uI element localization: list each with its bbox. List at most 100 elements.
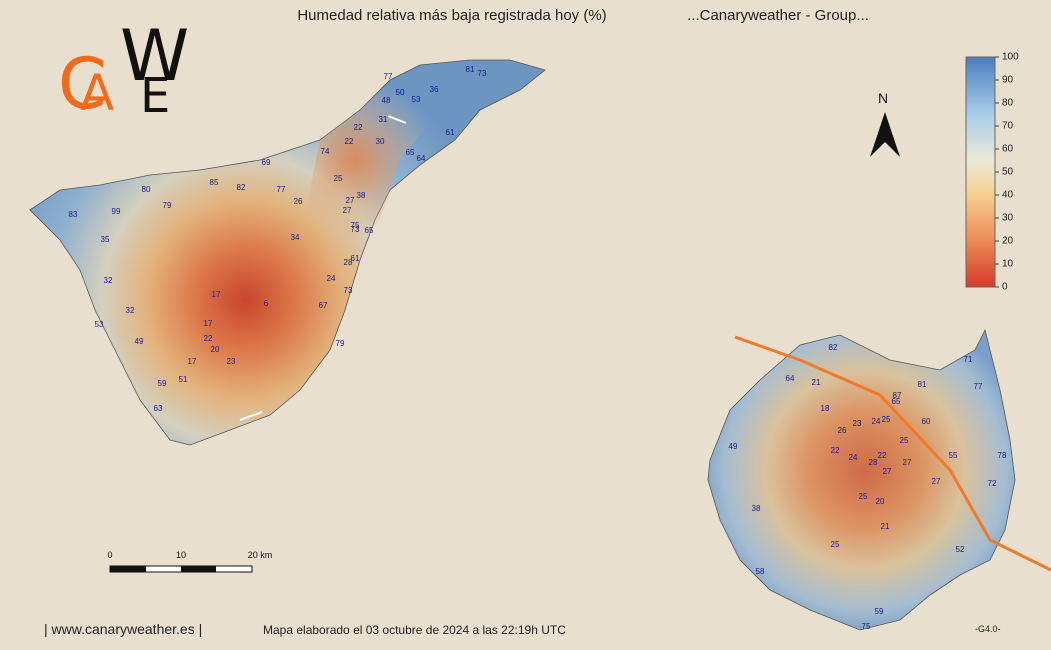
station-value: 38 <box>752 504 761 513</box>
station-value: 77 <box>974 382 983 391</box>
station-value: 24 <box>849 453 858 462</box>
station-value: 58 <box>756 567 765 576</box>
station-value: 53 <box>412 95 421 104</box>
station-value: 82 <box>829 343 838 352</box>
colorbar-label: 90 <box>1002 75 1014 86</box>
north-arrow <box>870 112 900 157</box>
station-value: 50 <box>396 88 405 97</box>
scale-label: 20 km <box>248 550 273 560</box>
station-value: 74 <box>321 147 330 156</box>
station-value: 82 <box>237 183 246 192</box>
scale-bar: 0 10 20 km <box>107 550 273 573</box>
island-tenerife-ne <box>300 65 450 260</box>
station-value: 60 <box>922 417 931 426</box>
station-value: 63 <box>154 404 163 413</box>
station-value: 48 <box>382 96 391 105</box>
station-value: 26 <box>838 426 847 435</box>
station-value: 27 <box>903 458 912 467</box>
station-value: 65 <box>892 397 901 406</box>
station-value: 73 <box>351 225 360 234</box>
logo-letter: W <box>120 15 189 97</box>
colorbar-label: 40 <box>1002 190 1014 201</box>
station-value: 31 <box>379 115 388 124</box>
station-value: 81 <box>466 65 475 74</box>
colorbar-label: 10 <box>1002 259 1014 270</box>
station-value: 30 <box>376 137 385 146</box>
logo: C A W E <box>58 15 189 125</box>
station-value: 49 <box>135 337 144 346</box>
station-value: 32 <box>126 306 135 315</box>
station-value: 21 <box>812 378 821 387</box>
station-value: 99 <box>112 207 121 216</box>
station-value: 24 <box>327 274 336 283</box>
station-value: 61 <box>351 254 360 263</box>
station-value: 36 <box>430 85 439 94</box>
island-gran-canaria <box>707 328 1016 631</box>
station-value: 51 <box>179 375 188 384</box>
station-value: 35 <box>101 235 110 244</box>
station-value: 26 <box>294 197 303 206</box>
station-value: 21 <box>881 522 890 531</box>
station-value: 17 <box>204 319 213 328</box>
station-value: 20 <box>211 345 220 354</box>
station-value: 25 <box>882 415 891 424</box>
station-value: 32 <box>104 276 113 285</box>
colorbar-label: 0 <box>1002 282 1008 293</box>
scale-label: 0 <box>107 550 112 560</box>
station-value: 83 <box>69 210 78 219</box>
station-value: 22 <box>354 123 363 132</box>
station-value: 80 <box>142 185 151 194</box>
station-value: 73 <box>344 286 353 295</box>
station-value: 77 <box>384 72 393 81</box>
map-title: Humedad relativa más baja registrada hoy… <box>297 7 606 24</box>
station-value: 79 <box>336 339 345 348</box>
station-value: 25 <box>859 492 868 501</box>
station-value: 69 <box>262 158 271 167</box>
north-label: N <box>878 90 888 106</box>
station-value: 27 <box>932 477 941 486</box>
station-value: 27 <box>883 467 892 476</box>
boundary-line <box>734 335 1051 572</box>
station-value: 6 <box>264 299 269 308</box>
station-value: 73 <box>478 69 487 78</box>
station-value: 38 <box>357 191 366 200</box>
station-value: 25 <box>900 436 909 445</box>
station-value: 34 <box>291 233 300 242</box>
station-value: 28 <box>344 258 353 267</box>
station-value: 65 <box>365 226 374 235</box>
station-value: 65 <box>406 148 415 157</box>
station-value: 71 <box>964 355 973 364</box>
station-value: 25 <box>334 174 343 183</box>
station-value: 87 <box>893 391 902 400</box>
footer-version: -G4.0- <box>975 624 1001 634</box>
station-value: 77 <box>277 185 286 194</box>
station-value: 25 <box>831 540 840 549</box>
station-value: 78 <box>998 451 1007 460</box>
colorbar-label: 50 <box>1002 167 1014 178</box>
logo-letter: C <box>58 43 107 125</box>
station-value: 22 <box>878 451 887 460</box>
station-value: 75 <box>862 622 871 631</box>
station-value: 64 <box>417 154 426 163</box>
station-value: 85 <box>210 178 219 187</box>
station-value: 17 <box>188 357 197 366</box>
footer-note: Mapa elaborado el 03 octubre de 2024 a l… <box>263 623 566 637</box>
station-value: 59 <box>875 607 884 616</box>
scale-bar-segment <box>181 566 216 572</box>
island-tenerife <box>29 59 546 446</box>
airport <box>239 411 263 421</box>
footer-site: | www.canaryweather.es | <box>44 621 202 637</box>
scale-bar-segment <box>110 566 146 572</box>
colorbar-label: 30 <box>1002 213 1014 224</box>
station-value: 22 <box>831 446 840 455</box>
station-value: 53 <box>95 320 104 329</box>
station-value: 20 <box>876 497 885 506</box>
station-value: 64 <box>786 374 795 383</box>
station-value: 59 <box>158 379 167 388</box>
station-value: 52 <box>956 545 965 554</box>
station-value: 24 <box>872 417 881 426</box>
station-value: 61 <box>446 128 455 137</box>
logo-letter: E <box>140 68 170 124</box>
